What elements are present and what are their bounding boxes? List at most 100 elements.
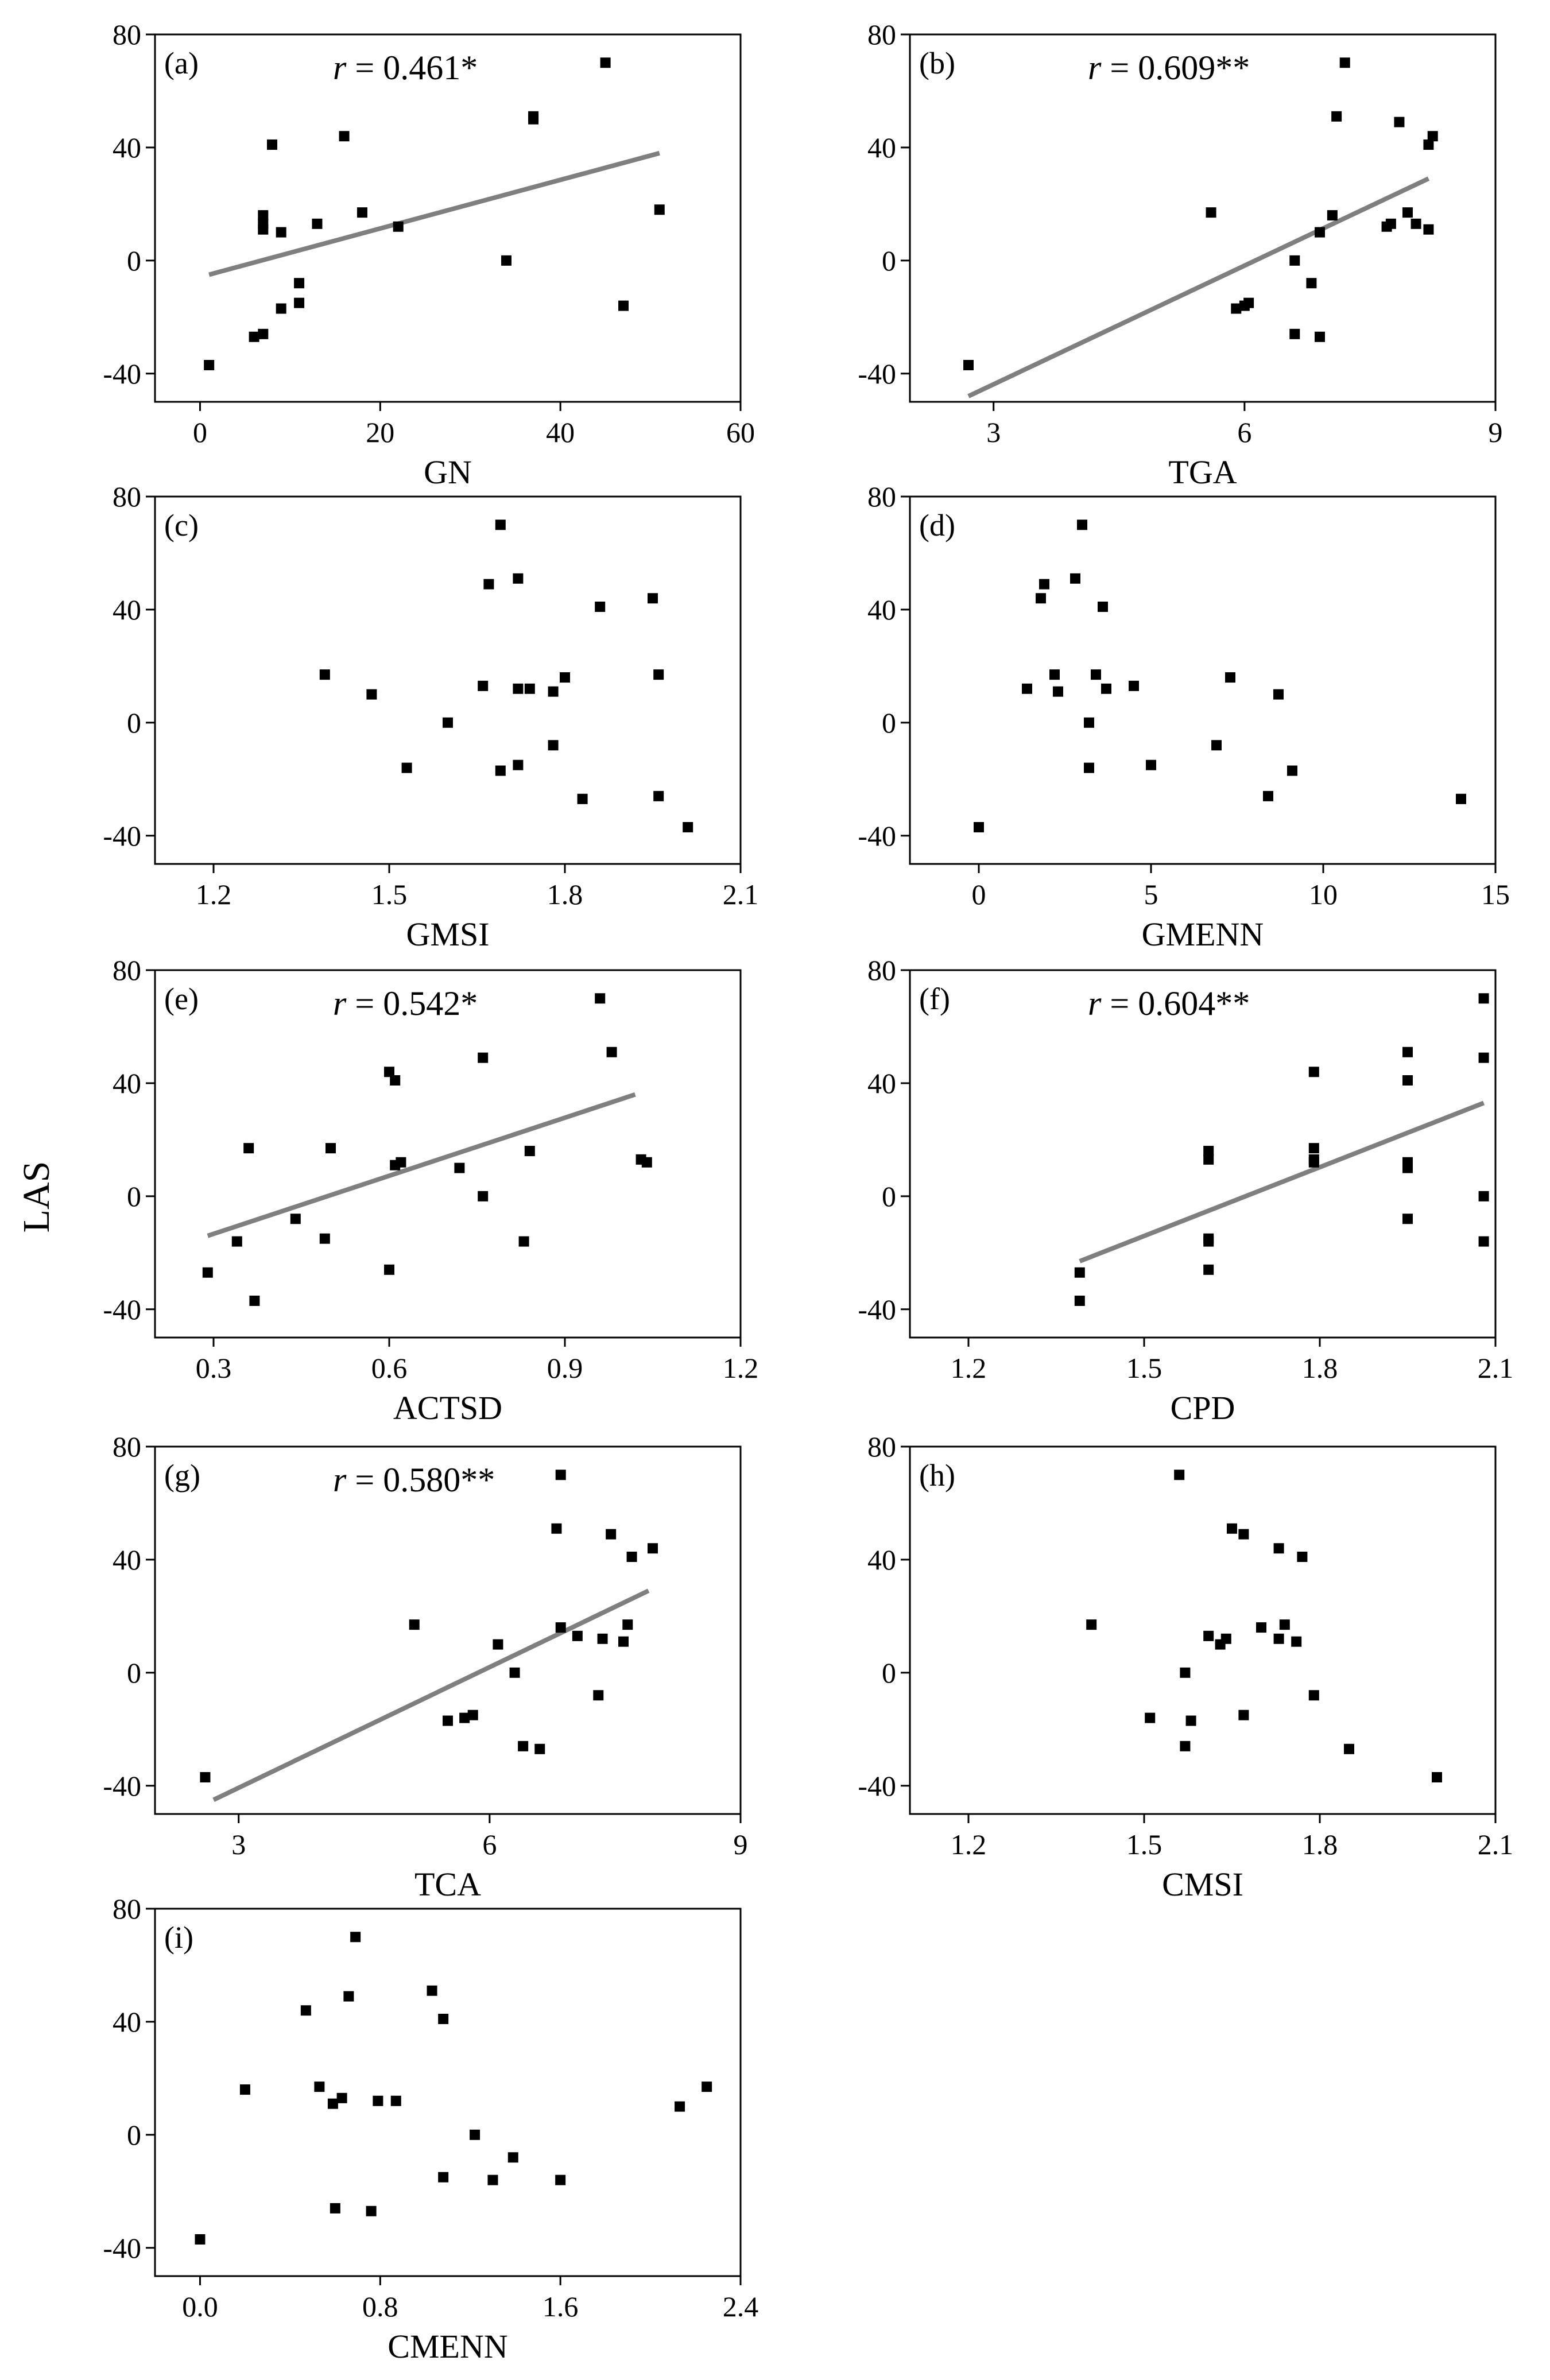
y-tick-label: 0 (882, 1180, 896, 1212)
data-point (1478, 1191, 1489, 1201)
x-tick-label: 0.3 (196, 1352, 232, 1384)
data-point (467, 1710, 478, 1720)
data-point (478, 1191, 489, 1201)
panel-b: -40 0 40 80 3 6 9 TGA (b) r = 0.609** (858, 18, 1502, 491)
data-point (1227, 1523, 1237, 1534)
panel-label: (i) (164, 1920, 193, 1955)
x-axis-title: ACTSD (393, 1389, 502, 1427)
x-axis-title: CMSI (1162, 1866, 1243, 1903)
data-point (438, 2172, 449, 2183)
x-tick-label: 1.5 (1126, 1828, 1162, 1860)
panel-label: (b) (919, 46, 955, 80)
data-point (513, 683, 524, 694)
y-tick-label: -40 (858, 1770, 896, 1802)
data-point (249, 1296, 260, 1306)
data-point (202, 1267, 213, 1278)
correlation-symbol: r (333, 1461, 347, 1499)
x-tick-label: 0 (193, 416, 207, 448)
plot-frame (909, 495, 1497, 865)
data-point (1101, 683, 1111, 694)
plot-frame (909, 1445, 1497, 1815)
panel-f: -40 0 40 80 1.2 1.5 1.8 2.1 CPD (f) r = 0.604** (858, 954, 1513, 1427)
correlation-symbol: r (333, 49, 347, 87)
x-tick-label: 0.0 (182, 2290, 218, 2323)
panel-c: -40 0 40 80 1.2 1.5 1.8 2.1 GMSI (c) (103, 480, 758, 953)
data-point (641, 1157, 652, 1168)
data-point (478, 1052, 489, 1063)
data-point (593, 1690, 604, 1701)
x-axis-title: CPD (1171, 1389, 1235, 1427)
data-point (1289, 255, 1300, 266)
data-point (478, 680, 489, 691)
panel-label: (a) (164, 46, 199, 80)
data-point (524, 1146, 535, 1157)
data-point (675, 2101, 685, 2112)
data-point (513, 573, 524, 584)
correlation-value: = 0.461* (346, 49, 478, 87)
data-point (1315, 227, 1325, 238)
data-point (366, 2205, 377, 2216)
x-tick-label: 0 (972, 878, 986, 910)
data-point (1287, 765, 1297, 776)
data-point (366, 689, 377, 700)
data-point (1074, 1267, 1085, 1278)
panel-label: (h) (919, 1458, 955, 1493)
data-point (702, 2081, 712, 2092)
data-point (312, 218, 323, 229)
data-point (1180, 1667, 1191, 1678)
data-point (518, 1741, 529, 1751)
x-tick-label: 0.8 (362, 2290, 398, 2323)
data-point (1098, 602, 1108, 612)
x-tick-label: 0.9 (547, 1352, 583, 1384)
data-point (390, 1075, 401, 1086)
data-point (974, 822, 984, 832)
data-point (551, 1523, 562, 1534)
y-tick-label: -40 (103, 1293, 141, 1325)
y-tick-label: -40 (103, 1770, 141, 1802)
data-point (243, 1143, 254, 1154)
data-point (1070, 573, 1080, 584)
data-point (1074, 1296, 1085, 1306)
plot-frame (154, 1908, 742, 2277)
data-point (350, 1932, 361, 1943)
data-point (1238, 1529, 1249, 1540)
y-tick-label: 80 (867, 480, 896, 513)
data-point (1084, 717, 1094, 728)
y-tick-label: 0 (882, 707, 896, 739)
data-point (1315, 331, 1325, 342)
data-point (495, 520, 506, 530)
data-point (1291, 1636, 1302, 1647)
data-point (1456, 793, 1466, 804)
x-tick-label: 1.6 (542, 2290, 579, 2323)
data-point (1203, 1154, 1214, 1165)
data-point (339, 131, 350, 142)
data-point (495, 765, 506, 776)
correlation-annotation: r = 0.542* (333, 984, 478, 1022)
y-tick-label: 80 (113, 1893, 141, 1925)
y-tick-label: 0 (882, 245, 896, 277)
regression-line (967, 176, 1430, 398)
data-point (336, 2092, 347, 2103)
regression-line (212, 1588, 650, 1802)
plot-frame (154, 33, 742, 403)
panel-a: -40 0 40 80 0 20 40 60 GN (a) r = 0.461* (103, 18, 755, 491)
data-point (294, 297, 305, 308)
data-point (518, 1236, 529, 1247)
data-point (1273, 689, 1284, 700)
y-tick-label: 40 (867, 594, 896, 626)
data-point (572, 1630, 583, 1641)
data-point (396, 1157, 406, 1168)
x-axis-title: CMENN (388, 2328, 507, 2365)
correlation-symbol: r (1088, 984, 1102, 1022)
data-point (509, 1667, 520, 1678)
data-point (1220, 1633, 1231, 1644)
correlation-symbol: r (1088, 49, 1102, 87)
data-point (1145, 1712, 1156, 1723)
x-tick-label: 60 (726, 416, 755, 448)
data-point (597, 1633, 608, 1644)
data-point (1308, 1157, 1319, 1168)
panel-label: (c) (164, 508, 199, 542)
data-point (548, 740, 559, 751)
data-point (1039, 579, 1049, 590)
